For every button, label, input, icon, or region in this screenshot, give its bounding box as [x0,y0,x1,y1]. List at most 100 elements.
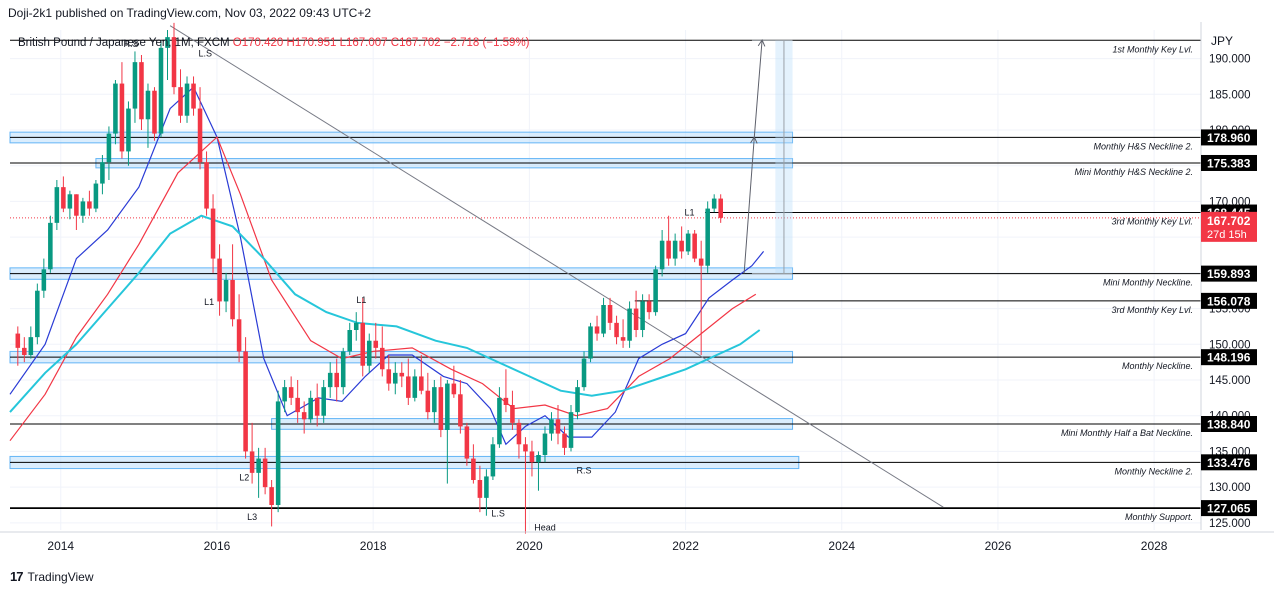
candle[interactable] [458,380,463,434]
candle[interactable] [126,101,131,166]
price-tag[interactable]: 159.893 [1201,265,1257,282]
candle[interactable] [132,51,138,123]
candle[interactable] [327,362,333,398]
candle[interactable] [536,451,541,491]
trendline[interactable] [169,25,944,508]
candle[interactable] [698,240,704,355]
candle[interactable] [269,480,274,527]
candle[interactable] [236,294,242,363]
candle[interactable] [178,69,183,123]
candle[interactable] [653,265,658,316]
candle[interactable] [432,380,437,423]
candle[interactable] [614,315,619,345]
candle[interactable] [510,390,515,430]
candle[interactable] [152,87,157,141]
candle[interactable] [217,244,222,316]
candle[interactable] [575,380,580,420]
candle[interactable] [366,333,372,373]
price-tag[interactable]: 175.383 [1201,154,1257,171]
candle[interactable] [419,355,424,395]
candle[interactable] [516,419,522,459]
candle[interactable] [412,369,418,402]
price-tag[interactable]: 138.840 [1201,416,1257,432]
candle[interactable] [601,297,606,338]
candle[interactable] [223,272,229,313]
candle[interactable] [627,301,632,348]
candle[interactable] [360,297,366,377]
candle[interactable] [685,230,691,255]
price-tag[interactable]: 148.196 [1201,349,1257,366]
candle[interactable] [145,83,151,148]
candle[interactable] [705,201,710,273]
candle[interactable] [490,437,496,480]
candle[interactable] [282,380,287,413]
candle[interactable] [399,362,405,388]
candle[interactable] [275,390,281,513]
candle[interactable] [197,87,203,170]
candle[interactable] [620,319,626,348]
candle[interactable] [477,465,483,513]
candle[interactable] [581,351,587,391]
candle[interactable] [256,447,261,498]
candle[interactable] [334,358,339,402]
candle[interactable] [165,30,170,80]
candle[interactable] [679,226,684,259]
candle[interactable] [262,447,268,495]
candle[interactable] [158,40,164,138]
candle[interactable] [451,365,457,398]
candle[interactable] [445,380,450,484]
candle[interactable] [529,440,535,477]
candle[interactable] [646,294,652,320]
candle[interactable] [106,126,112,180]
candle[interactable] [340,347,346,395]
candle[interactable] [503,369,509,413]
candle[interactable] [171,22,177,95]
candle[interactable] [497,387,502,448]
candle[interactable] [119,62,125,159]
candle[interactable] [464,422,470,466]
candle[interactable] [711,194,717,213]
ma-line-1[interactable] [9,136,757,442]
candle[interactable] [672,233,678,266]
ma-line-2[interactable] [9,214,761,413]
candle[interactable] [301,401,307,434]
candle[interactable] [295,380,300,423]
candle[interactable] [184,76,190,123]
candle[interactable] [321,380,326,423]
candle[interactable] [93,180,99,213]
candle[interactable] [393,362,398,395]
candle[interactable] [549,412,554,441]
candle[interactable] [113,80,118,145]
candle[interactable] [41,258,47,298]
candle[interactable] [484,469,489,516]
candle[interactable] [139,55,144,130]
candle[interactable] [210,194,216,273]
candle[interactable] [471,444,476,484]
candle[interactable] [22,337,27,363]
candle[interactable] [15,326,21,366]
candle[interactable] [353,312,359,341]
candle[interactable] [28,326,34,359]
candle[interactable] [230,244,235,327]
candle[interactable] [243,337,248,459]
candle[interactable] [288,376,294,405]
candle[interactable] [633,290,639,338]
candle[interactable] [80,197,86,223]
candle[interactable] [100,155,105,195]
candle[interactable] [54,180,60,230]
candle[interactable] [594,315,600,341]
price-tag[interactable]: 133.476 [1201,454,1257,471]
candle[interactable] [438,376,444,438]
candle[interactable] [607,297,613,330]
candle[interactable] [347,322,353,355]
candle[interactable] [35,283,40,345]
candle[interactable] [692,230,697,263]
candle[interactable] [74,194,79,230]
candle[interactable] [204,151,209,216]
candle[interactable] [562,426,567,455]
price-tag[interactable]: 127.065 [1201,500,1257,517]
candle[interactable] [386,355,392,391]
ma-line-0[interactable] [9,86,765,446]
